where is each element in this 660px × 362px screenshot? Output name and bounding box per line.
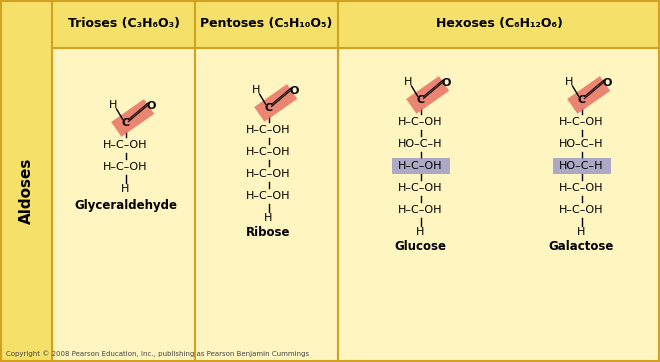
Text: H: H (566, 77, 574, 87)
Text: HO–C–H: HO–C–H (559, 139, 604, 149)
Text: Ribose: Ribose (246, 226, 291, 239)
Text: H: H (578, 227, 585, 237)
Text: H–C–OH: H–C–OH (559, 183, 604, 193)
Text: H–C–OH: H–C–OH (398, 161, 443, 171)
Bar (52, 0, 660, 48)
Text: H: H (405, 77, 412, 87)
Text: Copyright © 2008 Pearson Education, Inc., publishing as Pearson Benjamin Cumming: Copyright © 2008 Pearson Education, Inc.… (6, 350, 309, 357)
Polygon shape (406, 76, 449, 114)
Text: C: C (121, 118, 129, 128)
Text: Galactose: Galactose (549, 240, 614, 253)
Text: Aldoses: Aldoses (18, 158, 34, 224)
Text: H–C–OH: H–C–OH (246, 191, 291, 201)
Polygon shape (567, 76, 610, 114)
Text: H–C–OH: H–C–OH (398, 205, 443, 215)
Text: Pentoses (C₅H₁₀O₅): Pentoses (C₅H₁₀O₅) (201, 17, 333, 30)
Polygon shape (111, 99, 154, 137)
Text: HO–C–H: HO–C–H (559, 161, 604, 171)
Polygon shape (254, 84, 297, 122)
Text: H–C–OH: H–C–OH (559, 205, 604, 215)
Text: H: H (252, 85, 261, 95)
Bar (0, 0, 52, 362)
Text: O: O (603, 79, 612, 88)
Text: Trioses (C₃H₆O₃): Trioses (C₃H₆O₃) (67, 17, 180, 30)
Text: H–C–OH: H–C–OH (398, 117, 443, 127)
Text: H–C–OH: H–C–OH (246, 169, 291, 179)
Text: H–C–OH: H–C–OH (103, 140, 148, 150)
Text: H: H (416, 227, 424, 237)
Text: H: H (264, 213, 273, 223)
Text: C: C (416, 95, 424, 105)
Text: H–C–OH: H–C–OH (246, 147, 291, 157)
FancyBboxPatch shape (391, 158, 449, 174)
Text: C: C (265, 103, 273, 113)
Text: O: O (442, 79, 451, 88)
Text: H–C–OH: H–C–OH (103, 162, 148, 172)
Text: H–C–OH: H–C–OH (559, 117, 604, 127)
Text: O: O (147, 101, 156, 111)
Text: O: O (289, 87, 299, 97)
Text: H: H (121, 184, 129, 194)
Text: C: C (578, 95, 585, 105)
Text: HO–C–H: HO–C–H (398, 139, 443, 149)
Text: Glyceraldehyde: Glyceraldehyde (74, 198, 177, 211)
Text: Hexoses (C₆H₁₂O₆): Hexoses (C₆H₁₂O₆) (436, 17, 562, 30)
FancyBboxPatch shape (552, 158, 610, 174)
Text: Glucose: Glucose (395, 240, 447, 253)
Text: H–C–OH: H–C–OH (398, 183, 443, 193)
Text: H–C–OH: H–C–OH (246, 125, 291, 135)
Text: H: H (110, 100, 117, 110)
